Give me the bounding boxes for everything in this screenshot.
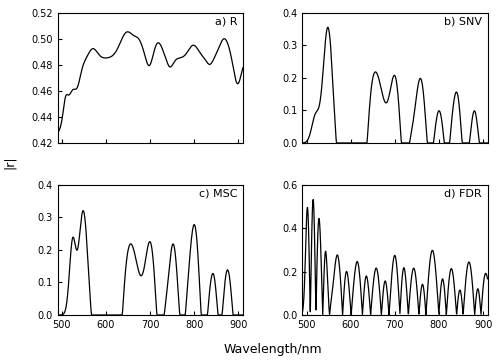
Text: c) MSC: c) MSC <box>199 189 237 199</box>
Text: b) SNV: b) SNV <box>444 17 482 27</box>
Text: d) FDR: d) FDR <box>444 189 482 199</box>
Text: Wavelength/nm: Wavelength/nm <box>223 343 322 356</box>
Text: |r|: |r| <box>2 155 16 169</box>
Text: a) R: a) R <box>215 17 238 27</box>
